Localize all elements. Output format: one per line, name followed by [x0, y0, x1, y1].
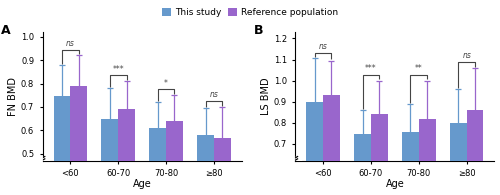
X-axis label: Age: Age: [132, 179, 152, 190]
Bar: [419, 119, 436, 180]
Text: ns: ns: [462, 51, 471, 60]
Text: ***: ***: [365, 64, 377, 73]
Bar: [354, 134, 371, 180]
Bar: [118, 109, 135, 180]
Bar: [402, 132, 419, 180]
Bar: [323, 95, 340, 180]
Text: **: **: [415, 64, 422, 73]
Bar: [450, 123, 466, 180]
Text: ns: ns: [210, 90, 218, 99]
Bar: [70, 86, 87, 180]
Bar: [166, 121, 183, 180]
X-axis label: Age: Age: [386, 179, 404, 190]
Bar: [102, 119, 118, 180]
Bar: [371, 114, 388, 180]
Y-axis label: LS BMD: LS BMD: [261, 78, 271, 115]
Text: ns: ns: [318, 42, 328, 51]
Y-axis label: FN BMD: FN BMD: [8, 77, 18, 116]
Bar: [54, 96, 70, 180]
Bar: [306, 102, 323, 180]
Bar: [466, 110, 483, 180]
Text: B: B: [254, 24, 263, 37]
Text: ns: ns: [66, 39, 74, 48]
Bar: [214, 138, 230, 180]
Text: ***: ***: [112, 65, 124, 74]
Bar: [197, 136, 214, 180]
Text: *: *: [164, 79, 168, 88]
Legend: This study, Reference population: This study, Reference population: [158, 4, 342, 21]
Text: A: A: [0, 24, 10, 37]
Bar: [150, 129, 166, 180]
